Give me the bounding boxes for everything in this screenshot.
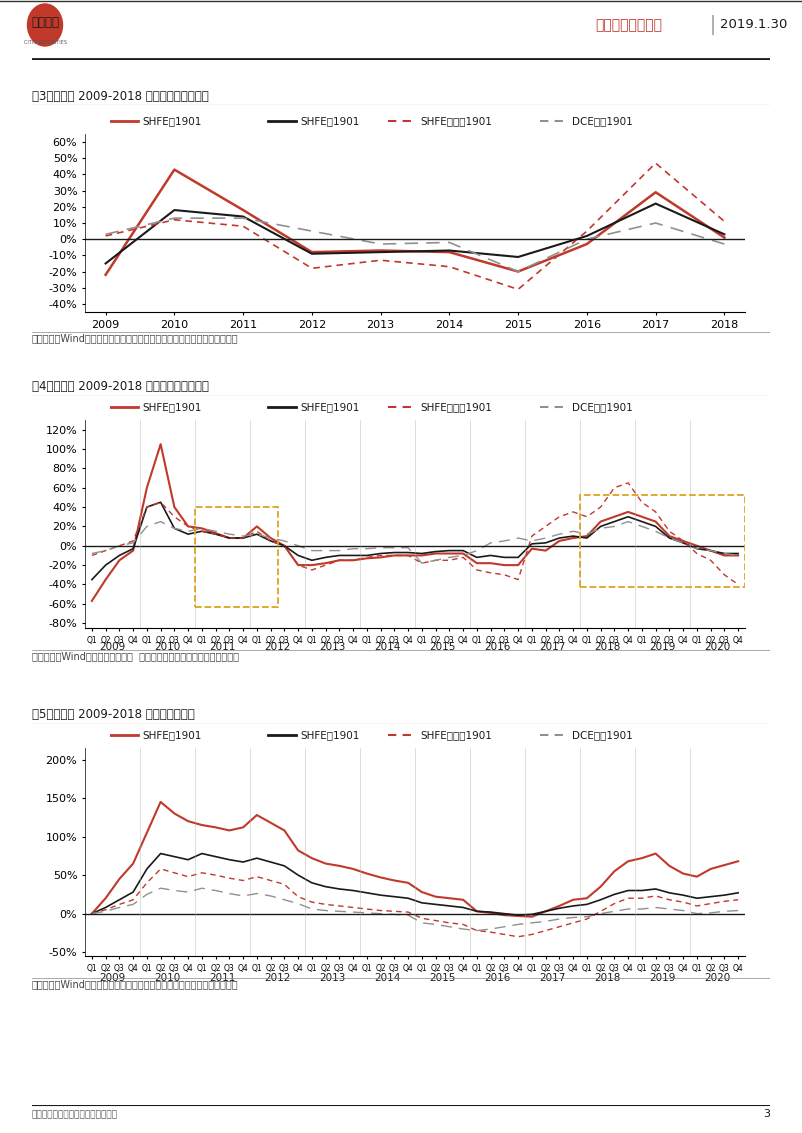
Text: 图5：原材料 2009-2018 价格累计涨跌幅: 图5：原材料 2009-2018 价格累计涨跌幅 [32, 708, 195, 722]
Text: 2013: 2013 [319, 641, 346, 651]
Text: 2012: 2012 [265, 641, 290, 651]
Text: 资料来源：Wind，中信证券研究部。注：年度价格为年度内日成交价格平均: 资料来源：Wind，中信证券研究部。注：年度价格为年度内日成交价格平均 [32, 333, 239, 343]
Text: SHFE铝1901: SHFE铝1901 [300, 730, 359, 740]
Ellipse shape [27, 5, 63, 46]
Text: SHFE铜1901: SHFE铜1901 [142, 730, 201, 740]
Text: 2011: 2011 [209, 641, 236, 651]
Text: SHFE铜1901: SHFE铜1901 [142, 402, 201, 412]
Text: 资料来源：Wind，中信证券研究部  注：季度价格为季度内日成交价格平均: 资料来源：Wind，中信证券研究部 注：季度价格为季度内日成交价格平均 [32, 651, 239, 662]
Text: 2017: 2017 [539, 973, 565, 983]
Text: 3: 3 [763, 1109, 770, 1119]
Text: 2014: 2014 [375, 973, 401, 983]
Text: DCE塑料1901: DCE塑料1901 [572, 116, 633, 126]
Text: DCE塑料1901: DCE塑料1901 [572, 730, 633, 740]
Text: SHFE螺纹钢1901: SHFE螺纹钢1901 [420, 402, 492, 412]
Text: 2019: 2019 [650, 973, 676, 983]
Text: 2010: 2010 [154, 641, 180, 651]
Text: 资料来源：Wind，中信证券研究部。注：季度价格为季度内日成交价格平均: 资料来源：Wind，中信证券研究部。注：季度价格为季度内日成交价格平均 [32, 979, 239, 989]
Text: 2015: 2015 [429, 641, 456, 651]
Text: 2009: 2009 [99, 973, 126, 983]
Text: SHFE铝1901: SHFE铝1901 [300, 402, 359, 412]
Text: 2011: 2011 [209, 973, 236, 983]
Text: SHFE铜1901: SHFE铜1901 [142, 116, 201, 126]
Text: 2018: 2018 [594, 973, 621, 983]
Text: │: │ [708, 15, 718, 35]
Text: 2013: 2013 [319, 973, 346, 983]
Text: 2018: 2018 [594, 641, 621, 651]
Text: 2014: 2014 [375, 641, 401, 651]
Text: 2015: 2015 [429, 973, 456, 983]
Text: SHFE螺纹钢1901: SHFE螺纹钢1901 [420, 730, 492, 740]
Text: 2012: 2012 [265, 973, 290, 983]
Text: SHFE铝1901: SHFE铝1901 [300, 116, 359, 126]
Text: 2020: 2020 [704, 973, 731, 983]
Text: 2016: 2016 [484, 973, 511, 983]
Text: 图3：原材料 2009-2018 价格分年度同比增速: 图3：原材料 2009-2018 价格分年度同比增速 [32, 90, 209, 102]
Text: 2009: 2009 [99, 641, 126, 651]
Text: 家电行业专题报告: 家电行业专题报告 [595, 18, 662, 32]
Text: 2016: 2016 [484, 641, 511, 651]
Text: DCE塑料1901: DCE塑料1901 [572, 402, 633, 412]
Text: 2017: 2017 [539, 641, 565, 651]
Text: CITIC SECURITIES: CITIC SECURITIES [23, 40, 67, 44]
Text: 2020: 2020 [704, 641, 731, 651]
Text: 2019.1.30: 2019.1.30 [720, 18, 788, 32]
Text: 图4：原材料 2009-2018 价格分季度同比增速: 图4：原材料 2009-2018 价格分季度同比增速 [32, 381, 209, 393]
Text: 请务必阅读正文之后的免责条款部分: 请务必阅读正文之后的免责条款部分 [32, 1110, 118, 1119]
Text: SHFE螺纹钢1901: SHFE螺纹钢1901 [420, 116, 492, 126]
Text: 2019: 2019 [650, 641, 676, 651]
Text: 中信证券: 中信证券 [31, 17, 59, 29]
Text: 2010: 2010 [154, 973, 180, 983]
